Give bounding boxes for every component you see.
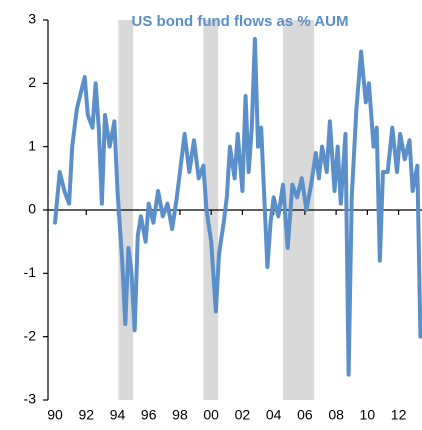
chart-title: US bond fund flows as % AUM — [132, 13, 349, 30]
x-tick-label: 96 — [141, 407, 157, 423]
x-tick-label: 94 — [110, 407, 126, 423]
y-tick-label: -2 — [24, 327, 37, 343]
y-tick-label: 1 — [28, 137, 36, 153]
y-tick-label: 2 — [28, 74, 36, 90]
x-tick-label: 12 — [391, 407, 407, 423]
y-tick-label: 3 — [28, 11, 36, 27]
y-tick-label: -1 — [24, 264, 37, 280]
x-tick-label: 90 — [47, 407, 63, 423]
data-line — [53, 37, 422, 377]
y-tick-label: -3 — [24, 391, 37, 407]
x-tick-label: 02 — [235, 407, 251, 423]
y-tick-label: 0 — [28, 201, 36, 217]
x-tick-label: 04 — [266, 407, 282, 423]
x-tick-label: 08 — [328, 407, 344, 423]
x-tick-label: 98 — [172, 407, 188, 423]
x-tick-label: 10 — [360, 407, 376, 423]
x-tick-label: 00 — [203, 407, 219, 423]
x-tick-label: 92 — [78, 407, 94, 423]
x-tick-label: 06 — [297, 407, 313, 423]
